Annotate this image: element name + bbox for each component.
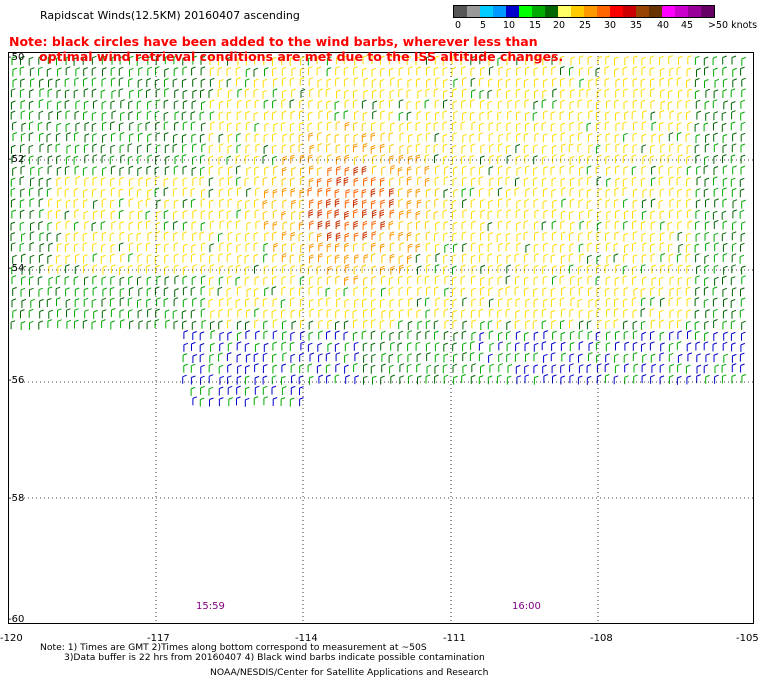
legend-swatch xyxy=(649,6,662,17)
legend-swatch xyxy=(623,6,636,17)
legend-swatch xyxy=(701,6,714,17)
legend-label: 10 xyxy=(503,20,516,31)
time-label: 15:59 xyxy=(196,601,225,612)
footnote-line2: 3)Data buffer is 22 hrs from 20160407 4)… xyxy=(64,652,485,663)
wind-barbs xyxy=(10,55,747,407)
legend-labels: 0 5 10 15 20 25 30 35 40 45 >50 knots xyxy=(453,20,760,32)
legend-label: 25 xyxy=(579,20,592,31)
legend-label: 30 xyxy=(604,20,617,31)
lon-label: -108 xyxy=(590,633,613,644)
footnote-line1: Note: 1) Times are GMT 2)Times along bot… xyxy=(40,642,427,653)
lat-label: -54 xyxy=(8,263,25,274)
legend-swatch xyxy=(662,6,675,17)
credit-line: NOAA/NESDIS/Center for Satellite Applica… xyxy=(210,667,489,678)
legend-label: 20 xyxy=(553,20,566,31)
wind-barb-map xyxy=(8,52,754,624)
legend-swatch xyxy=(519,6,532,17)
legend-label: 5 xyxy=(480,20,487,31)
legend-label: 40 xyxy=(657,20,670,31)
lon-label: -105 xyxy=(736,633,759,644)
legend-swatch xyxy=(558,6,571,17)
lon-label: -111 xyxy=(443,633,466,644)
lat-label: -56 xyxy=(8,375,25,386)
legend-label: 15 xyxy=(529,20,542,31)
warning-note-line2: optimal wind retrieval conditions are me… xyxy=(39,49,564,64)
legend-swatch xyxy=(493,6,506,17)
legend-swatch xyxy=(454,6,467,17)
lat-lon-grid xyxy=(8,52,754,624)
legend-swatch xyxy=(636,6,649,17)
legend-swatch xyxy=(480,6,493,17)
legend-swatch xyxy=(597,6,610,17)
lat-label: -52 xyxy=(8,154,25,165)
lon-label: -114 xyxy=(295,633,318,644)
chart-title: Rapidscat Winds(12.5KM) 20160407 ascendi… xyxy=(40,9,300,22)
legend-swatch xyxy=(467,6,480,17)
legend-swatch xyxy=(506,6,519,17)
map-frame xyxy=(8,52,754,624)
lon-label: -120 xyxy=(0,633,23,644)
legend-swatch xyxy=(532,6,545,17)
legend-label: 45 xyxy=(681,20,694,31)
legend-label: 0 xyxy=(455,20,462,31)
legend-swatch xyxy=(688,6,701,17)
time-label: 16:00 xyxy=(512,601,541,612)
warning-note-line1: Note: black circles have been added to t… xyxy=(9,34,538,49)
wind-speed-legend xyxy=(453,5,715,18)
lat-label: -58 xyxy=(8,493,25,504)
legend-swatch xyxy=(584,6,597,17)
legend-swatch xyxy=(675,6,688,17)
lon-label: -117 xyxy=(147,633,170,644)
legend-swatch xyxy=(545,6,558,17)
legend-swatch xyxy=(571,6,584,17)
legend-label: >50 knots xyxy=(708,20,758,31)
legend-label: 35 xyxy=(630,20,643,31)
lat-label: -50 xyxy=(8,52,25,63)
legend-swatch xyxy=(610,6,623,17)
lat-label: -60 xyxy=(8,614,25,625)
